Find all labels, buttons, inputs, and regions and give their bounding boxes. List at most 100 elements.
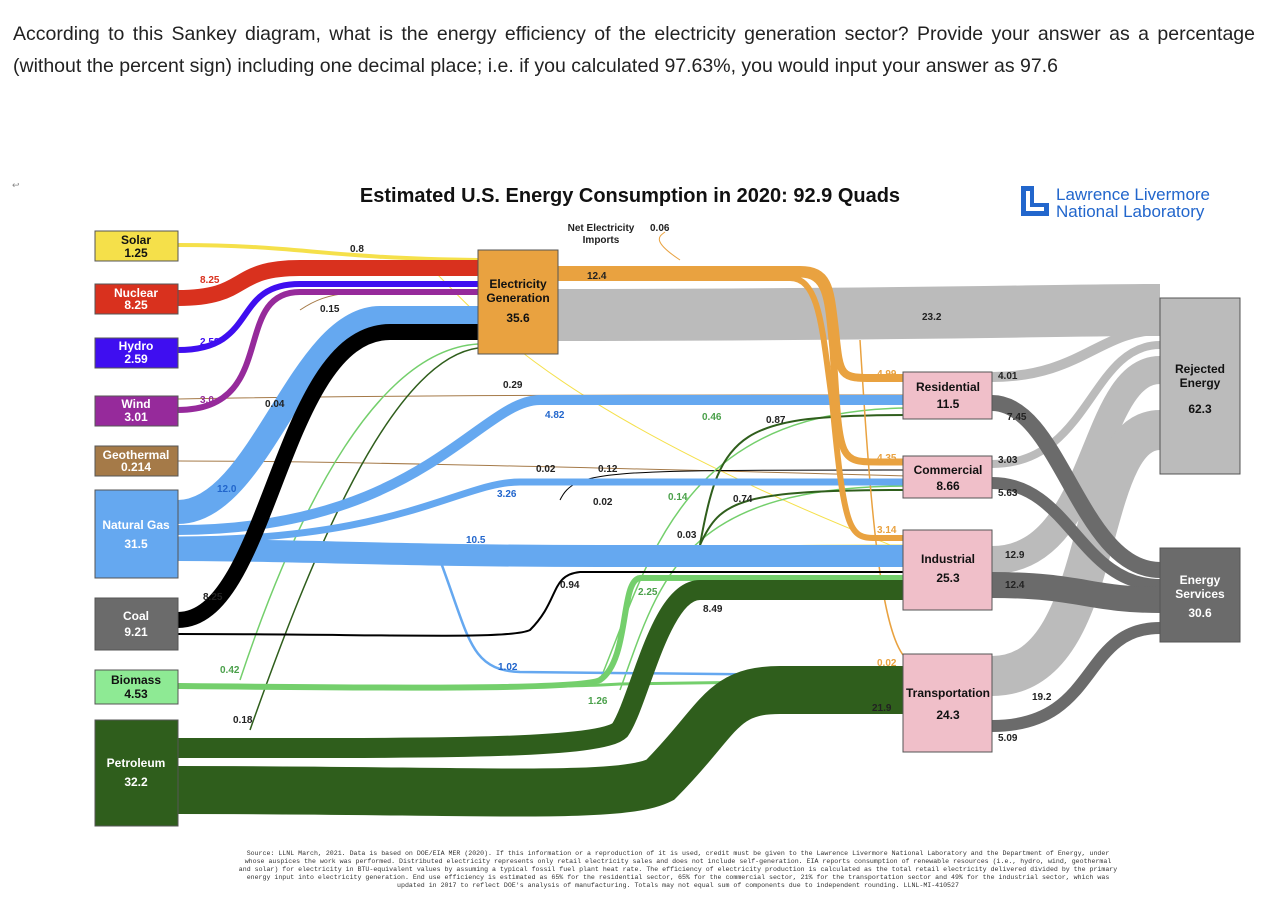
flow-com-rejected — [991, 341, 1161, 468]
node-wind-name: Wind — [121, 397, 150, 411]
label-ind-rejected: 12.9 — [1005, 550, 1025, 561]
elec-line1: Electricity — [489, 277, 547, 291]
label-coal-elec: 8.25 — [203, 592, 223, 603]
link-mark: ↩ — [12, 180, 20, 190]
net-imports-line1: Net Electricity — [568, 223, 635, 234]
node-wind-value: 3.01 — [124, 410, 148, 424]
flow-pet-com — [699, 489, 909, 546]
services-value: 30.6 — [1188, 606, 1212, 620]
flow-pet-trans — [177, 666, 908, 817]
label-geo-sm2: 0.12 — [598, 464, 618, 475]
flow-solar-res — [419, 257, 909, 553]
flow-ind-rejected — [991, 356, 1162, 574]
flow-elec-com — [558, 270, 908, 466]
label-solar-res: 0.29 — [503, 380, 523, 391]
node-residential — [902, 371, 993, 420]
flow-ind-services — [991, 572, 1161, 613]
flow-elec-ind — [558, 275, 908, 542]
label-bio-elec: 0.42 — [220, 665, 240, 676]
node-solar-value: 1.25 — [124, 246, 148, 260]
node-energy-services — [1159, 547, 1241, 643]
flow-ng-com — [177, 478, 908, 544]
node-nuclear-value: 8.25 — [124, 298, 148, 312]
node-biomass — [94, 669, 179, 705]
node-industrial-name: Industrial — [921, 552, 975, 566]
flow-elec-rejected — [557, 284, 1161, 341]
diagram-title: Estimated U.S. Energy Consumption in 202… — [360, 185, 900, 207]
node-petroleum-name: Petroleum — [107, 756, 166, 770]
logo-line2: National Laboratory — [1056, 202, 1205, 221]
flow-labels: 0.8 8.25 2.58 3.0 0.04 0.15 0.02 0.12 12… — [200, 244, 1052, 744]
node-industrial — [902, 529, 993, 611]
question-text: According to this Sankey diagram, what i… — [13, 23, 1255, 77]
flow-res-services — [991, 395, 1161, 578]
label-elec-ind: 3.14 — [877, 525, 897, 536]
label-trans-services: 5.09 — [998, 733, 1018, 744]
node-electricity-generation: Electricity Generation 35.6 — [477, 249, 559, 355]
node-nuclear — [94, 283, 179, 315]
services-line1: Energy — [1180, 573, 1221, 587]
label-com-services: 5.63 — [998, 488, 1018, 499]
flow-elec-trans — [859, 339, 909, 661]
node-petroleum — [94, 719, 179, 827]
flow-net-imports — [658, 231, 681, 261]
node-geothermal-name: Geothermal — [103, 448, 170, 462]
node-geothermal — [94, 445, 179, 477]
services-line2: Services — [1175, 587, 1225, 601]
label-geo-small: 0.02 — [536, 464, 556, 475]
label-ng-elec: 12.0 — [217, 484, 237, 495]
rejected-line2: Energy — [1180, 376, 1221, 390]
node-hydro-name: Hydro — [119, 339, 154, 353]
flow-com-services — [991, 477, 1161, 591]
net-imports-value: 0.06 — [650, 223, 670, 234]
node-hydro-value: 2.59 — [124, 352, 148, 366]
node-coal — [94, 597, 179, 651]
flow-pet-res — [699, 414, 909, 546]
node-commercial — [902, 455, 993, 499]
node-biomass-value: 4.53 — [124, 687, 148, 701]
label-hydro-small: 0.15 — [320, 304, 340, 315]
node-petroleum-value: 32.2 — [124, 775, 148, 789]
node-natural-gas — [94, 489, 179, 579]
node-commercial-name: Commercial — [914, 463, 983, 477]
flow-pet-elec — [249, 347, 479, 731]
node-transportation-name: Transportation — [906, 686, 990, 700]
label-pet-com: 0.74 — [733, 494, 753, 505]
flow-pet-ind — [177, 580, 908, 759]
label-hydro-elec: 2.58 — [200, 337, 220, 348]
flow-coal-elec — [177, 324, 478, 628]
label-bio-ind: 2.25 — [638, 587, 658, 598]
output-nodes: Rejected Energy 62.3 Energy Services 30.… — [1159, 297, 1241, 643]
label-pet-trans: 21.9 — [872, 703, 892, 714]
flow-ng-res — [177, 395, 908, 535]
label-solar-elec: 0.8 — [350, 244, 364, 255]
node-nuclear-name: Nuclear — [114, 286, 158, 300]
label-bio-com: 0.14 — [668, 492, 688, 503]
node-biomass-name: Biomass — [111, 673, 161, 687]
label-nuclear-elec: 8.25 — [200, 275, 220, 286]
output-flows — [557, 284, 1163, 732]
sector-nodes: Residential 11.5 Commercial 8.66 Industr… — [902, 371, 993, 753]
label-pet-elec: 0.18 — [233, 715, 253, 726]
label-elec-res: 4.99 — [877, 369, 897, 380]
label-res-rejected: 4.01 — [998, 371, 1018, 382]
input-flows — [176, 231, 909, 817]
source-nodes: Solar 1.25 Nuclear 8.25 Hydro 2.59 Wind … — [94, 230, 179, 827]
flow-ng-ind — [177, 539, 908, 567]
label-res-services: 7.45 — [1007, 412, 1027, 423]
node-commercial-value: 8.66 — [936, 479, 960, 493]
label-elec-trans: 0.02 — [877, 658, 897, 669]
flow-trans-services — [991, 622, 1161, 732]
node-residential-value: 11.5 — [937, 397, 960, 411]
source-note: Source: LLNL March, 2021. Data is based … — [238, 850, 1118, 889]
label-coal-ind: 0.94 — [560, 580, 580, 591]
node-rejected-energy — [1159, 297, 1241, 475]
rejected-line1: Rejected — [1175, 362, 1225, 376]
node-residential-name: Residential — [916, 380, 980, 394]
node-coal-name: Coal — [123, 609, 149, 623]
llnl-logo: Lawrence Livermore National Laboratory — [1021, 185, 1210, 221]
node-natural-gas-value: 31.5 — [124, 537, 148, 551]
label-ng-trans: 1.02 — [498, 662, 518, 673]
label-wind-elec: 3.0 — [200, 395, 214, 406]
flow-coal-com — [559, 469, 909, 501]
